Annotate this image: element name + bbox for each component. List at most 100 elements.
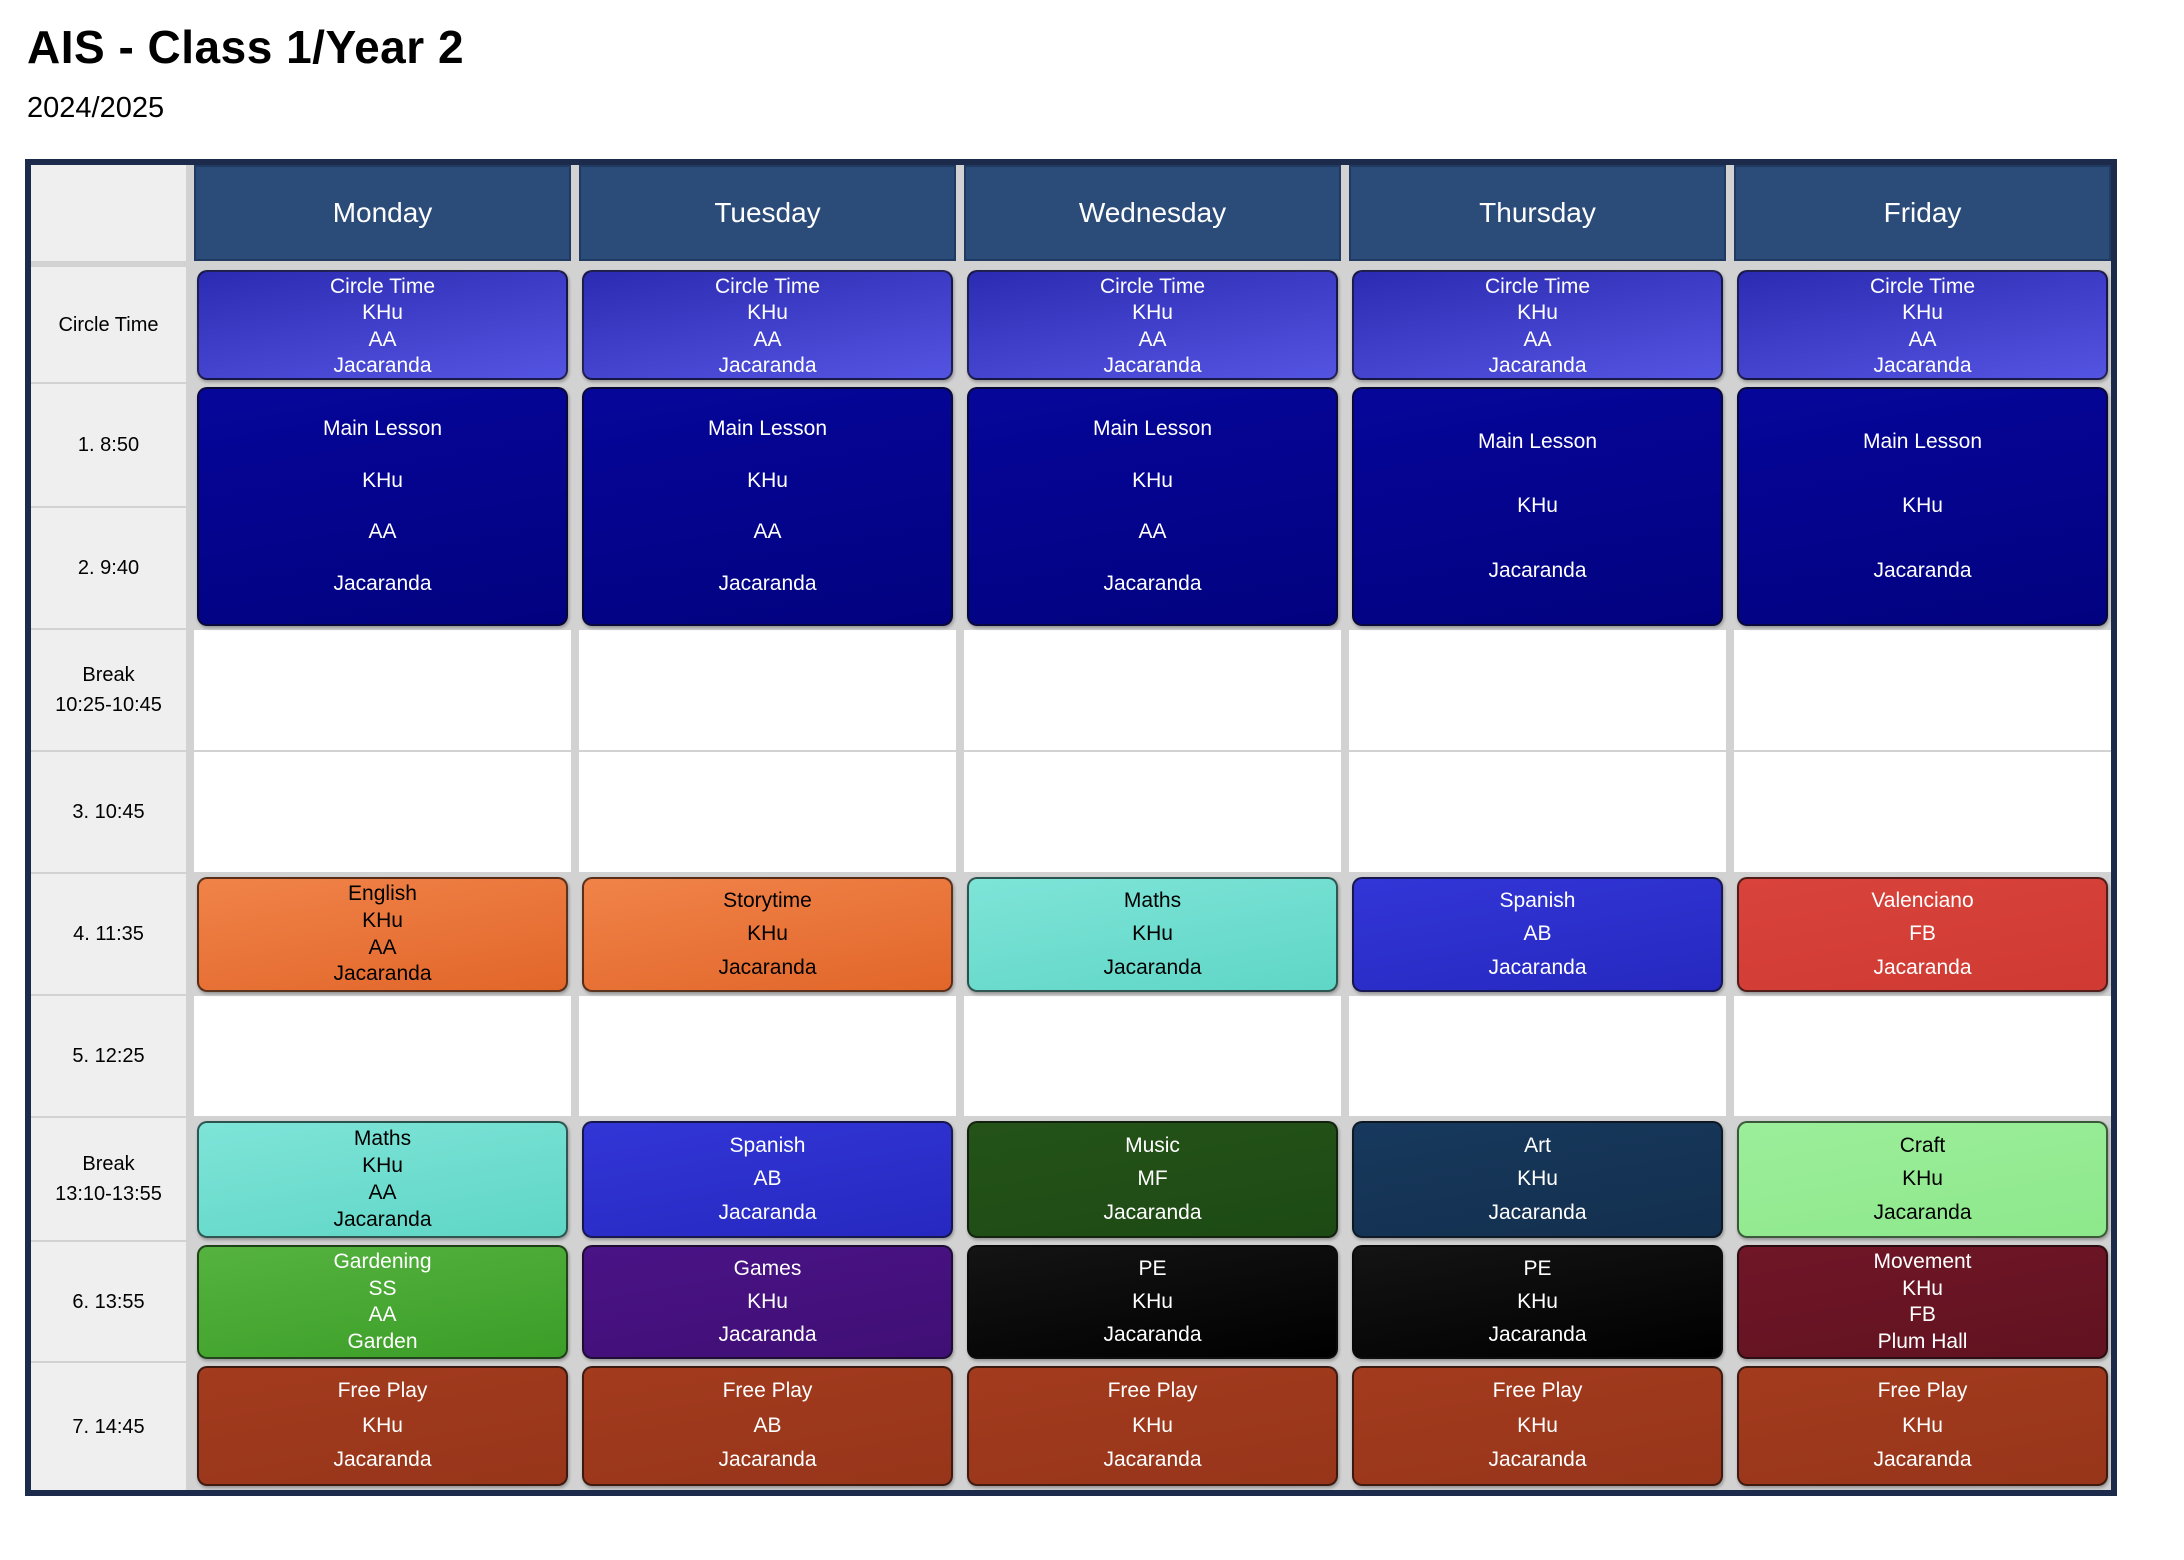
lesson-line: Movement xyxy=(1873,1250,1972,1274)
lesson-line: AA xyxy=(368,520,397,544)
lesson-line: KHu xyxy=(362,468,403,492)
lesson-spanish-thursday: Spanish AB Jacaranda xyxy=(1352,877,1723,992)
lesson-circle-time-friday: Circle Time KHu AA Jacaranda xyxy=(1737,270,2108,380)
lesson-line: MF xyxy=(1137,1167,1168,1191)
day-header-wednesday: Wednesday xyxy=(964,165,1341,261)
lesson-line: KHu xyxy=(747,922,788,946)
lesson-line: Free Play xyxy=(1877,1379,1968,1403)
lesson-line: Main Lesson xyxy=(1477,430,1598,454)
empty-slot-p5-thursday xyxy=(1349,996,1726,1118)
lesson-line: Jacaranda xyxy=(1103,571,1202,595)
lesson-line: Craft xyxy=(1899,1133,1946,1157)
lesson-games-tuesday: Games KHu Jacaranda xyxy=(582,1245,953,1359)
lesson-line: Jacaranda xyxy=(1873,353,1972,377)
lesson-line: Circle Time xyxy=(1484,275,1590,298)
lesson-line: Jacaranda xyxy=(1488,955,1587,979)
lesson-line: AA xyxy=(753,327,782,351)
row-label-period-3: 3. 10:45 xyxy=(31,752,186,874)
lesson-line: Jacaranda xyxy=(718,571,817,595)
empty-slot-p5-friday xyxy=(1734,996,2111,1118)
row-label-period-6: 6. 13:55 xyxy=(31,1242,186,1363)
lesson-line: Free Play xyxy=(1107,1379,1198,1403)
lesson-line: KHu xyxy=(1902,301,1943,325)
lesson-maths-wednesday: Maths KHu Jacaranda xyxy=(967,877,1338,992)
row-label-period-4: 4. 11:35 xyxy=(31,874,186,996)
lesson-music-wednesday: Music MF Jacaranda xyxy=(967,1121,1338,1238)
lesson-line: KHu xyxy=(1902,1167,1943,1191)
lesson-line: Jacaranda xyxy=(1873,1201,1972,1225)
lesson-free-play-tuesday: Free Play AB Jacaranda xyxy=(582,1366,953,1486)
row-label-period-2: 2. 9:40 xyxy=(31,508,186,630)
row-label-period-7: 7. 14:45 xyxy=(31,1363,186,1490)
lesson-art-thursday: Art KHu Jacaranda xyxy=(1352,1121,1723,1238)
school-year: 2024/2025 xyxy=(27,92,165,124)
lesson-valenciano-friday: Valenciano FB Jacaranda xyxy=(1737,877,2108,992)
timetable-grid: Monday Tuesday Wednesday Thursday Friday… xyxy=(25,159,2117,1496)
lesson-pe-wednesday: PE KHu Jacaranda xyxy=(967,1245,1338,1359)
row-label-break-2: Break 13:10-13:55 xyxy=(31,1118,186,1242)
lesson-free-play-thursday: Free Play KHu Jacaranda xyxy=(1352,1366,1723,1486)
lesson-line: Jacaranda xyxy=(718,1448,817,1472)
empty-slot-break1-friday xyxy=(1734,630,2111,752)
lesson-line: Circle Time xyxy=(329,275,435,298)
lesson-line: Gardening xyxy=(333,1250,432,1274)
lesson-line: Jacaranda xyxy=(718,955,817,979)
lesson-line: KHu xyxy=(1517,1413,1558,1437)
lesson-line: Jacaranda xyxy=(1103,1448,1202,1472)
empty-slot-p5-monday xyxy=(194,996,571,1118)
lesson-line: Jacaranda xyxy=(1488,353,1587,377)
row-label-break-1: Break 10:25-10:45 xyxy=(31,630,186,752)
day-header-thursday: Thursday xyxy=(1349,165,1726,261)
row-label-period-5: 5. 12:25 xyxy=(31,996,186,1118)
lesson-line: Jacaranda xyxy=(333,1448,432,1472)
lesson-main-lesson-wednesday: Main Lesson KHu AA Jacaranda xyxy=(967,387,1338,626)
lesson-line: Main Lesson xyxy=(1862,430,1983,454)
empty-slot-p3-monday xyxy=(194,752,571,874)
lesson-line: AA xyxy=(368,935,397,959)
lesson-line: Jacaranda xyxy=(333,962,432,986)
lesson-main-lesson-thursday: Main Lesson KHu Jacaranda xyxy=(1352,387,1723,626)
day-header-tuesday: Tuesday xyxy=(579,165,956,261)
empty-slot-break1-tuesday xyxy=(579,630,956,752)
empty-slot-p3-tuesday xyxy=(579,752,956,874)
lesson-free-play-friday: Free Play KHu Jacaranda xyxy=(1737,1366,2108,1486)
lesson-line: AB xyxy=(753,1413,782,1437)
lesson-line: AA xyxy=(368,1303,397,1327)
lesson-line: Jacaranda xyxy=(718,1201,817,1225)
lesson-main-lesson-tuesday: Main Lesson KHu AA Jacaranda xyxy=(582,387,953,626)
lesson-line: AA xyxy=(1138,327,1167,351)
lesson-line: Storytime xyxy=(723,889,812,913)
lesson-line: Jacaranda xyxy=(1103,353,1202,377)
lesson-storytime-tuesday: Storytime KHu Jacaranda xyxy=(582,877,953,992)
lesson-line: KHu xyxy=(1517,1167,1558,1191)
lesson-line: Jacaranda xyxy=(1488,558,1587,582)
lesson-line: AA xyxy=(1138,520,1167,544)
lesson-line: Circle Time xyxy=(1869,275,1975,298)
corner-cell xyxy=(31,165,186,261)
lesson-line: Spanish xyxy=(729,1133,806,1157)
lesson-pe-thursday: PE KHu Jacaranda xyxy=(1352,1245,1723,1359)
lesson-free-play-wednesday: Free Play KHu Jacaranda xyxy=(967,1366,1338,1486)
lesson-line: Jacaranda xyxy=(333,571,432,595)
lesson-line: Jacaranda xyxy=(1488,1448,1587,1472)
empty-slot-break1-wednesday xyxy=(964,630,1341,752)
lesson-line: KHu xyxy=(1132,468,1173,492)
lesson-line: Art xyxy=(1524,1133,1551,1157)
empty-slot-break1-monday xyxy=(194,630,571,752)
lesson-line: KHu xyxy=(1132,1413,1173,1437)
lesson-line: AB xyxy=(1523,922,1552,946)
lesson-line: Jacaranda xyxy=(1873,1448,1972,1472)
lesson-line: KHu xyxy=(1902,494,1943,518)
timetable-page: AIS - Class 1/Year 2 2024/2025 Monday Tu… xyxy=(25,21,2117,1496)
lesson-circle-time-thursday: Circle Time KHu AA Jacaranda xyxy=(1352,270,1723,380)
lesson-line: English xyxy=(348,882,417,906)
lesson-line: AA xyxy=(1908,327,1937,351)
row-label-circle-time: Circle Time xyxy=(31,267,186,384)
lesson-line: Games xyxy=(733,1256,802,1280)
empty-slot-p5-tuesday xyxy=(579,996,956,1118)
lesson-line: KHu xyxy=(1902,1413,1943,1437)
empty-slot-p3-thursday xyxy=(1349,752,1726,874)
lesson-line: Jacaranda xyxy=(1488,1322,1587,1346)
lesson-line: Jacaranda xyxy=(1103,1322,1202,1346)
lesson-line: Jacaranda xyxy=(333,1207,432,1231)
